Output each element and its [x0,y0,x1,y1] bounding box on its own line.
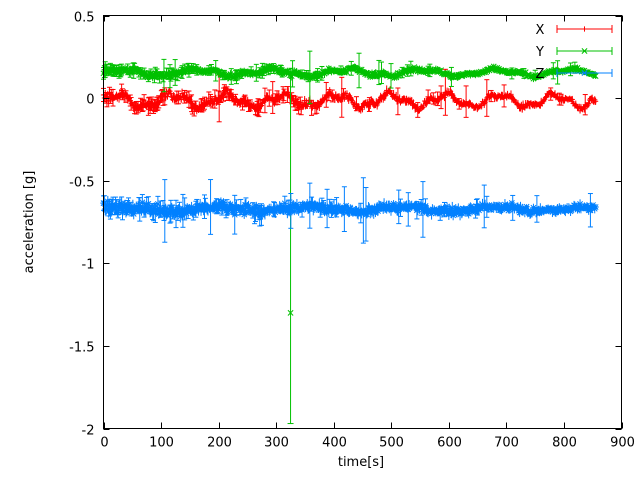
x-axis-title: time[s] [338,455,384,470]
plot-frame [103,15,622,429]
series-z [100,177,599,244]
x-tick-label: 800 [552,436,577,451]
y-tick-label: -2 [82,424,95,439]
data-series-layer [100,50,599,425]
x-tick-label: 500 [379,436,404,451]
y-tick-label: 0 [86,93,94,108]
y-tick-label: -0.5 [69,176,94,191]
y-tick-label: 0.5 [74,11,95,26]
x-tick-label: 700 [494,436,519,451]
legend-sample-x [556,25,613,33]
legend-sample-y [556,47,613,55]
x-tick-label: 300 [264,436,289,451]
x-tick-label: 900 [610,436,635,451]
y-tick-label: -1 [82,258,95,273]
y-axis-title: acceleration [g] [22,171,37,274]
x-tick-label: 600 [437,436,462,451]
series-y [100,50,599,425]
x-tick-label: 400 [322,436,347,451]
legend-label-y: Y [535,45,544,60]
y-tick-label: -1.5 [69,341,94,356]
x-tick-label: 100 [149,436,174,451]
legend[interactable]: XYZ [535,23,613,82]
legend-label-x: X [536,23,545,38]
axes-layer [103,15,623,430]
x-tick-label: 0 [100,436,108,451]
legend-label-z: Z [536,67,545,82]
legend-sample-z [556,69,613,77]
x-tick-label: 200 [207,436,232,451]
tick-labels-layer: 0 100 200 300 400 500 600 700 800 900 0.5 0 -0.5 -1 -1… [69,11,635,451]
series-x [100,68,599,123]
